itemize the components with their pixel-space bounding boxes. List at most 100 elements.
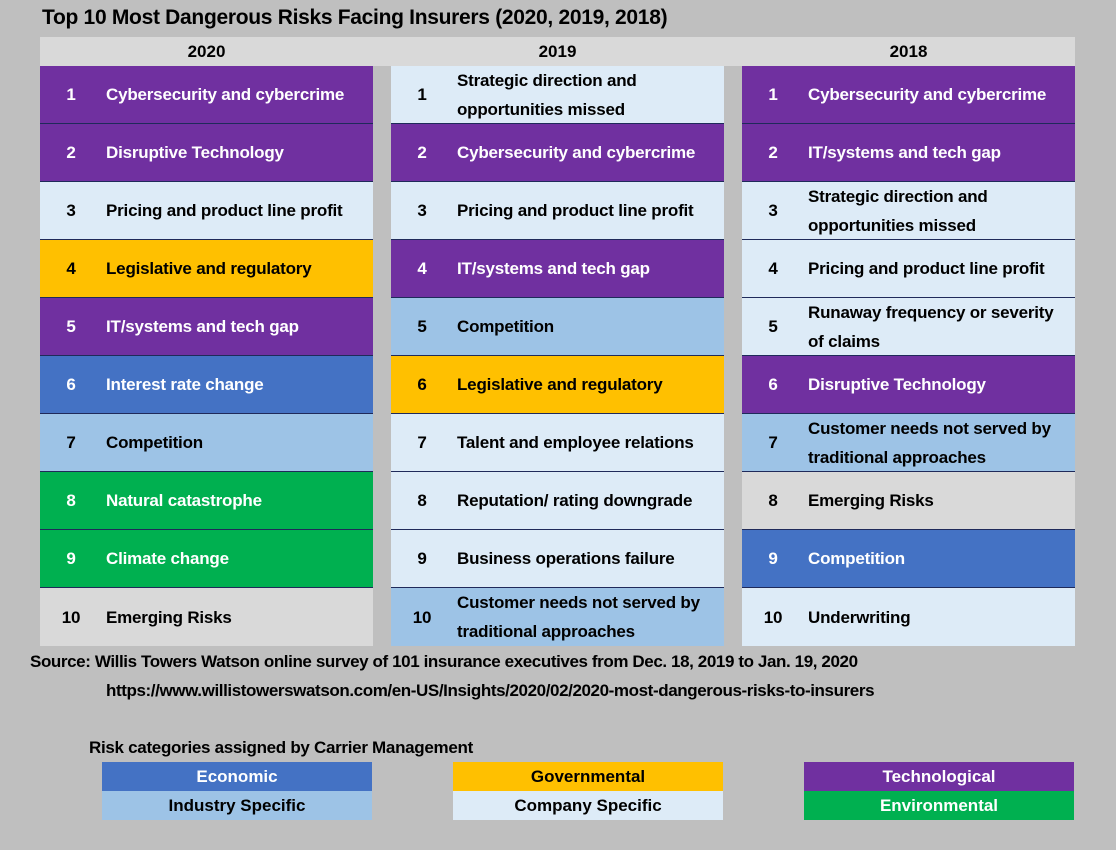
risk-name: IT/systems and tech gap	[808, 143, 1001, 162]
risk-row: 8 Natural catastrophe	[40, 472, 373, 530]
risk-rank: 8	[768, 491, 778, 510]
risk-name: Pricing and product line profit	[457, 201, 694, 220]
risk-name: Business operations failure	[457, 549, 675, 568]
ranking-column-2019: 1 Strategic direction and opportunities m…	[391, 66, 724, 646]
risk-name: Competition	[457, 317, 554, 336]
year-header-2019: 2019	[538, 42, 577, 61]
year-header-2018: 2018	[889, 42, 928, 61]
legend-title: Risk categories assigned by Carrier Mana…	[89, 738, 473, 757]
risk-name: Cybersecurity and cybercrime	[457, 143, 696, 162]
risk-row: 6 Legislative and regulatory	[391, 356, 724, 414]
risk-row: 5 Runaway frequency or severity of claims	[742, 298, 1075, 356]
risk-rank: 5	[768, 317, 778, 336]
risk-name: Talent and employee relations	[457, 433, 694, 452]
risk-row: 2 IT/systems and tech gap	[742, 124, 1075, 182]
risk-name: Interest rate change	[106, 375, 264, 394]
risk-name: Emerging Risks	[106, 607, 232, 627]
risk-rank: 6	[66, 375, 76, 394]
risk-row: 6 Interest rate change	[40, 356, 373, 414]
risk-rank: 1	[66, 85, 76, 104]
risk-name: Customer needs not served by traditional…	[457, 593, 700, 641]
risk-rank: 2	[66, 143, 76, 162]
risk-name: Cybersecurity and cybercrime	[808, 85, 1047, 104]
risk-rank: 9	[66, 549, 76, 568]
legend-governmental: Governmental	[453, 762, 723, 791]
legend-environmental: Environmental	[804, 791, 1074, 820]
risk-row: 9 Climate change	[40, 530, 373, 588]
legend-economic: Economic	[102, 762, 372, 791]
risk-name: IT/systems and tech gap	[457, 259, 650, 278]
risk-row: 2 Disruptive Technology	[40, 124, 373, 182]
risk-rank: 1	[417, 85, 427, 104]
risk-name: Disruptive Technology	[808, 375, 986, 394]
legend-technological: Technological	[804, 762, 1074, 791]
risk-name: Reputation/ rating downgrade	[457, 491, 693, 510]
risk-row: 4 Pricing and product line profit	[742, 240, 1075, 298]
risk-row: 3 Pricing and product line profit	[391, 182, 724, 240]
risk-rank: 3	[417, 201, 427, 220]
risk-row: 2 Cybersecurity and cybercrime	[391, 124, 724, 182]
risk-row: 5 IT/systems and tech gap	[40, 298, 373, 356]
risk-row: 1 Cybersecurity and cybercrime	[40, 66, 373, 124]
risk-rank: 9	[768, 549, 778, 568]
risk-rank: 7	[417, 433, 427, 452]
risk-rank: 10	[61, 607, 81, 627]
risk-name: Disruptive Technology	[106, 143, 284, 162]
ranking-column-2018: 1 Cybersecurity and cybercrime 2 IT/systems…	[742, 66, 1075, 646]
risk-name: Legislative and regulatory	[457, 375, 663, 394]
risk-rank: 7	[66, 433, 76, 452]
risk-name: Pricing and product line profit	[808, 259, 1045, 278]
risk-rank: 7	[768, 433, 778, 452]
risk-row: 6 Disruptive Technology	[742, 356, 1075, 414]
risk-row: 4 Legislative and regulatory	[40, 240, 373, 298]
ranking-column-2020: 1 Cybersecurity and cybercrime 2 Disruptive…	[40, 66, 373, 646]
risk-row: 3 Strategic direction and opportunities m…	[742, 182, 1075, 240]
risk-row: 10 Emerging Risks	[40, 588, 373, 646]
risk-row: 3 Pricing and product line profit	[40, 182, 373, 240]
risk-rank: 2	[768, 143, 778, 162]
risk-name: Climate change	[106, 549, 229, 568]
risk-row: 1 Cybersecurity and cybercrime	[742, 66, 1075, 124]
risk-name: IT/systems and tech gap	[106, 317, 299, 336]
risk-rank: 5	[417, 317, 427, 336]
risk-name: Cybersecurity and cybercrime	[106, 85, 345, 104]
risk-row: 9 Competition	[742, 530, 1075, 588]
risk-rank: 5	[66, 317, 76, 336]
risk-rank: 4	[66, 259, 76, 278]
risk-rank: 6	[417, 375, 427, 394]
risk-row: 7 Talent and employee relations	[391, 414, 724, 472]
year-header-2020: 2020	[187, 42, 226, 61]
risk-rank: 4	[768, 259, 778, 278]
source-text: Source: Willis Towers Watson online surv…	[30, 652, 858, 671]
risk-rank: 9	[417, 549, 427, 568]
risk-row: 1 Strategic direction and opportunities m…	[391, 66, 724, 124]
risk-row: 4 IT/systems and tech gap	[391, 240, 724, 298]
risk-row: 5 Competition	[391, 298, 724, 356]
source-url: https://www.willistowerswatson.com/en-US…	[106, 681, 875, 700]
risk-name: Runaway frequency or severity of claims	[808, 302, 1054, 351]
risk-rank: 4	[417, 259, 427, 278]
risk-name: Customer needs not served by traditional…	[808, 418, 1051, 467]
legend-company-specific: Company Specific	[453, 791, 723, 820]
risk-row: 9 Business operations failure	[391, 530, 724, 588]
year-header-bar	[40, 37, 1075, 66]
risk-name: Underwriting	[808, 607, 911, 627]
risk-rank: 10	[412, 607, 432, 627]
risk-rank: 2	[417, 143, 427, 162]
risk-rank: 8	[417, 491, 427, 510]
risk-row: 10 Customer needs not served by tradition…	[391, 588, 724, 646]
page-title: Top 10 Most Dangerous Risks Facing Insur…	[42, 6, 668, 29]
risk-rank: 3	[66, 201, 76, 220]
risk-rank: 10	[763, 607, 783, 627]
risk-rank: 6	[768, 375, 778, 394]
risk-name: Strategic direction and opportunities mi…	[457, 70, 637, 119]
risk-rank: 8	[66, 491, 76, 510]
risk-rank: 3	[768, 201, 778, 220]
risk-row: 7 Customer needs not served by traditiona…	[742, 414, 1075, 472]
risk-name: Competition	[106, 433, 203, 452]
risk-row: 8 Reputation/ rating downgrade	[391, 472, 724, 530]
legend-industry-specific: Industry Specific	[102, 791, 372, 820]
risk-name: Competition	[808, 549, 905, 568]
risk-row: 8 Emerging Risks	[742, 472, 1075, 530]
